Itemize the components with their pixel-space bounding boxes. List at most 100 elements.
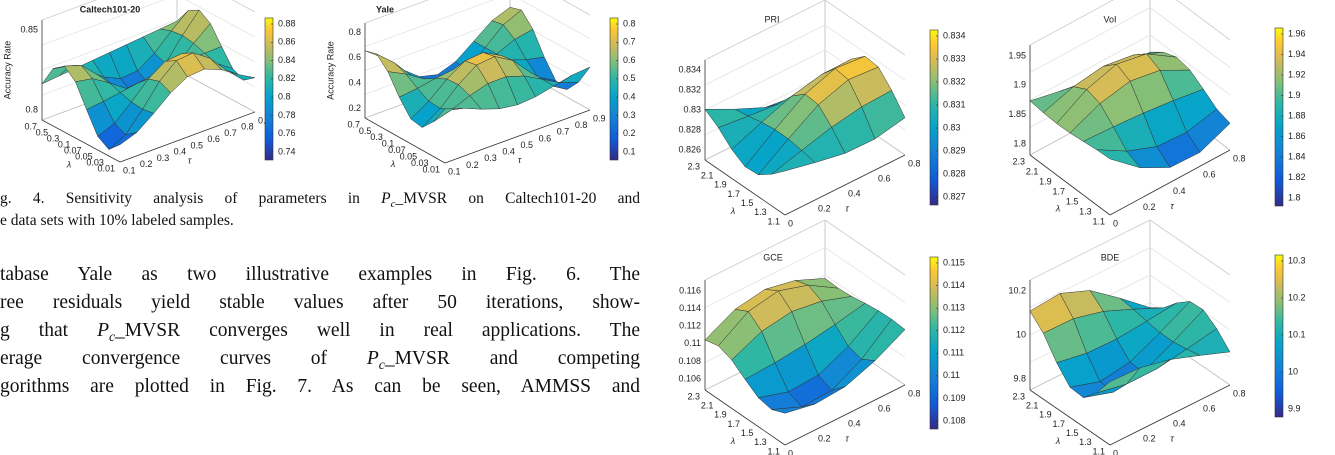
grid-line: [185, 0, 256, 38]
colorbar-tick-label: 0.8: [623, 18, 636, 28]
tau-tick-label: 0.2: [140, 159, 153, 169]
lambda-tick-label: 1.5: [1066, 196, 1079, 206]
tau-tick-label: 0.4: [848, 418, 861, 428]
grid-line: [1149, 247, 1231, 303]
z-axis-label: Accuracy Rate: [2, 41, 12, 100]
colorbar-tick-label: 0.832: [943, 76, 966, 86]
tau-tick-label: 0.8: [908, 158, 921, 168]
math-symbol: P: [366, 348, 379, 369]
tau-tick-label: 0.8: [908, 388, 921, 398]
colorbar-tick-label: 0.827: [943, 191, 966, 201]
tau-axis-label: τ: [518, 155, 522, 165]
lambda-tick-label: 1.1: [767, 216, 780, 226]
surface-patch: [108, 132, 138, 150]
grid-line: [1149, 34, 1231, 96]
text-run: erage convergence curves of: [0, 348, 367, 369]
tau-axis: [444, 109, 591, 164]
grid-line: [1029, 7, 1151, 73]
tau-tick-label: 0.2: [1143, 433, 1156, 443]
lambda-tick-label: 1.7: [1052, 186, 1065, 196]
z-tick-label: 1.9: [1013, 80, 1026, 90]
colorbar-tick-label: 0.111: [943, 348, 964, 358]
grid-line: [704, 24, 826, 86]
math-symbol: c: [390, 198, 396, 211]
colorbar-tick-label: 0.831: [943, 99, 966, 109]
box-edge: [1176, 0, 1231, 41]
tau-tick-label: 0.4: [174, 147, 187, 157]
z-tick-label: 1.85: [1008, 109, 1026, 119]
lambda-tick-label: 1.5: [1066, 428, 1079, 438]
lambda-tick-label: 0.01: [422, 164, 440, 174]
box-edge: [364, 0, 430, 24]
lambda-axis: [704, 159, 786, 216]
colorbar: [1274, 254, 1284, 418]
tau-tick-label: 0.8: [1233, 153, 1246, 163]
tau-tick-label: 0: [788, 218, 793, 228]
colorbar-tick-label: 0.2: [623, 128, 636, 138]
grid-line: [704, 247, 826, 308]
grid-line: [704, 49, 826, 111]
z-tick-label: 1.95: [1008, 50, 1026, 60]
text-run: ree residuals yield stable values after …: [0, 292, 640, 313]
box-edge: [824, 0, 906, 56]
box-edge: [562, 0, 591, 16]
z-tick-label: 0.8: [348, 27, 361, 37]
colorbar-tick-label: 0.5: [623, 73, 636, 83]
tau-axis: [1109, 384, 1231, 446]
tau-tick-label: 0.6: [1203, 170, 1216, 180]
math-symbol: P: [97, 320, 109, 341]
tau-tick-label: 0.8: [575, 120, 588, 130]
plot-title: Caltech101-20: [80, 4, 141, 14]
lambda-axis: [1029, 154, 1111, 216]
colorbar-tick-label: 10: [1288, 366, 1298, 376]
box-edge: [41, 0, 98, 21]
text-run: g. 4. Sensitivity analysis of parameters…: [0, 190, 382, 207]
colorbar-tick-label: 0.109: [943, 393, 966, 403]
z-tick-label: 0.2: [348, 103, 361, 113]
colorbar-tick-label: 10.3: [1288, 255, 1306, 265]
lambda-tick-label: 1.3: [1079, 437, 1092, 447]
surface-patch: [433, 108, 464, 122]
text-run: g that: [0, 320, 98, 341]
box-edge: [1029, 0, 1114, 46]
colorbar-tick-label: 0.88: [278, 18, 296, 28]
lambda-tick-label: 0.1: [382, 139, 395, 149]
box-edge: [704, 0, 826, 61]
lambda-tick-label: 2.1: [1026, 166, 1039, 176]
lambda-axis-label: λ: [730, 436, 735, 446]
colorbar-tick-label: 10.2: [1288, 292, 1306, 302]
lambda-tick-label: 1.1: [767, 446, 780, 455]
tau-tick-label: 0.9: [258, 115, 271, 125]
colorbar-tick-label: 1.92: [1288, 69, 1306, 79]
colorbar-tick-label: 1.88: [1288, 110, 1306, 120]
surface-patch: [1095, 149, 1141, 169]
surface-patch: [771, 150, 816, 175]
z-tick-label: 10.2: [1008, 285, 1026, 295]
lambda-tick-label: 0.01: [97, 163, 115, 173]
colorbar-tick-label: 1.82: [1288, 172, 1306, 182]
lambda-tick-label: 1.9: [714, 410, 727, 420]
grid-line: [1029, 34, 1151, 101]
lambda-tick-label: 0.05: [75, 151, 93, 161]
plot-title: VoI: [1103, 14, 1116, 24]
lambda-axis-label: λ: [1055, 436, 1060, 446]
box-edge: [1029, 219, 1151, 281]
surface-patch: [1096, 367, 1141, 394]
tau-tick-label: 0.3: [484, 153, 497, 163]
plot-title: GCE: [763, 252, 783, 262]
grid-line: [1149, 7, 1231, 68]
text-run: _MVSR converges well in real application…: [115, 320, 640, 341]
z-tick-label: 0.826: [678, 144, 701, 154]
tau-tick-label: 0.6: [207, 134, 220, 144]
text-line: ree residuals yield stable values after …: [0, 292, 640, 314]
tau-tick-label: 0.1: [123, 165, 136, 175]
lambda-tick-label: 1.7: [727, 419, 740, 429]
colorbar: [264, 17, 274, 161]
lambda-tick-label: 0.05: [400, 152, 418, 162]
tau-axis-label: τ: [845, 203, 849, 213]
text-line: g that Pc_MVSR converges well in real ap…: [0, 320, 640, 345]
grid-line: [824, 247, 906, 303]
z-tick-label: 0.83: [683, 104, 701, 114]
tau-tick-label: 0.8: [241, 122, 254, 132]
tau-tick-label: 0.5: [521, 140, 534, 150]
